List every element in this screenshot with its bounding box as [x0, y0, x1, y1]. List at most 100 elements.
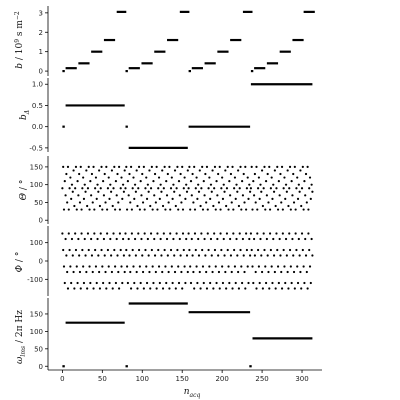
- point-phi-78: [123, 270, 126, 274]
- point-theta-210: [229, 194, 232, 197]
- point-phi-170: [197, 237, 200, 241]
- point-theta-120: [157, 187, 160, 190]
- point-phi-150: [181, 287, 184, 290]
- point-theta-65: [113, 165, 116, 168]
- point-phi-224: [240, 265, 243, 268]
- point-phi-275: [280, 287, 284, 290]
- point-phi-310: [308, 265, 312, 268]
- point-phi-216: [233, 265, 237, 268]
- point-theta-284: [288, 187, 291, 190]
- point-theta-145: [177, 208, 180, 211]
- point-theta-174: [200, 187, 203, 190]
- point-theta-2: [62, 208, 66, 211]
- point-theta-165: [193, 165, 196, 168]
- x-tick-label-3: 150: [176, 375, 189, 383]
- point-theta-158: [187, 187, 190, 190]
- point-theta-192: [214, 208, 217, 211]
- point-phi-255: [264, 281, 268, 285]
- point-phi-261: [269, 248, 272, 252]
- y-tick-label-theta-2: 100: [30, 181, 43, 189]
- point-theta-118: [155, 165, 158, 168]
- point-phi-246: [257, 265, 260, 268]
- point-phi-217: [234, 281, 237, 285]
- point-theta-136: [169, 187, 173, 190]
- point-theta-114: [152, 180, 155, 183]
- point-phi-65: [113, 248, 116, 252]
- point-phi-313: [311, 254, 314, 257]
- point-phi-31: [86, 287, 89, 290]
- point-theta-263: [271, 197, 274, 200]
- point-theta-53: [103, 172, 106, 176]
- point-theta-173: [199, 204, 202, 208]
- point-theta-47: [98, 204, 102, 208]
- point-phi-225: [241, 281, 244, 285]
- point-theta-77: [122, 190, 125, 193]
- point-phi-86: [129, 287, 133, 290]
- point-theta-259: [268, 165, 271, 168]
- point-phi-257: [266, 254, 269, 257]
- y-axis-label-phi: Φ / °: [15, 252, 25, 273]
- point-phi-134: [168, 287, 171, 290]
- point-phi-145: [177, 265, 180, 268]
- point-theta-234: [248, 183, 251, 186]
- point-phi-269: [276, 248, 279, 252]
- point-phi-288: [291, 237, 294, 241]
- point-theta-290: [292, 201, 296, 204]
- point-phi-59: [108, 281, 111, 285]
- point-phi-185: [209, 281, 212, 285]
- point-phi-178: [203, 237, 206, 241]
- point-theta-105: [145, 176, 148, 179]
- point-phi-247: [258, 281, 261, 285]
- point-phi-154: [184, 281, 187, 285]
- point-theta-140: [173, 190, 176, 193]
- point-theta-115: [153, 194, 156, 197]
- point-theta-34: [88, 208, 91, 211]
- point-theta-252: [262, 187, 265, 190]
- point-theta-167: [194, 187, 197, 190]
- point-theta-186: [209, 183, 213, 186]
- point-theta-236: [249, 187, 253, 190]
- marks-theta: [61, 165, 314, 211]
- point-phi-281: [285, 254, 288, 257]
- point-phi-298: [299, 270, 302, 274]
- point-theta-293: [295, 187, 298, 190]
- point-phi-71: [118, 287, 121, 290]
- point-phi-209: [228, 281, 231, 285]
- point-phi-53: [103, 254, 106, 257]
- point-theta-220: [237, 169, 240, 172]
- x-tick-label-6: 300: [295, 375, 308, 383]
- point-theta-10: [69, 176, 72, 179]
- point-phi-109: [148, 270, 151, 274]
- point-phi-76: [121, 237, 125, 241]
- point-phi-267: [274, 287, 277, 290]
- point-phi-262: [270, 265, 273, 268]
- x-tick-label-0: 0: [60, 375, 64, 383]
- point-phi-80: [125, 248, 128, 252]
- point-phi-208: [227, 265, 230, 268]
- point-theta-258: [267, 201, 270, 204]
- point-phi-219: [236, 254, 239, 257]
- point-theta-196: [217, 201, 221, 204]
- point-theta-261: [269, 187, 272, 190]
- point-phi-234: [248, 237, 251, 241]
- point-theta-67: [114, 180, 118, 183]
- point-phi-89: [132, 265, 135, 268]
- point-theta-181: [205, 165, 209, 168]
- point-phi-291: [293, 287, 296, 290]
- point-phi-295: [296, 281, 300, 285]
- marks-bdelta: [62, 83, 313, 149]
- point-theta-0: [61, 187, 64, 190]
- point-theta-133: [167, 201, 170, 204]
- point-phi-68: [115, 237, 118, 241]
- point-phi-17: [74, 248, 78, 252]
- point-theta-227: [242, 172, 245, 176]
- point-phi-108: [147, 254, 150, 257]
- point-theta-50: [101, 208, 104, 211]
- point-phi-159: [188, 248, 191, 252]
- point-theta-30: [85, 169, 88, 172]
- point-theta-46: [98, 169, 101, 172]
- point-theta-281: [285, 190, 288, 193]
- point-theta-131: [165, 194, 169, 197]
- point-phi-292: [294, 232, 297, 235]
- point-phi-103: [143, 232, 146, 235]
